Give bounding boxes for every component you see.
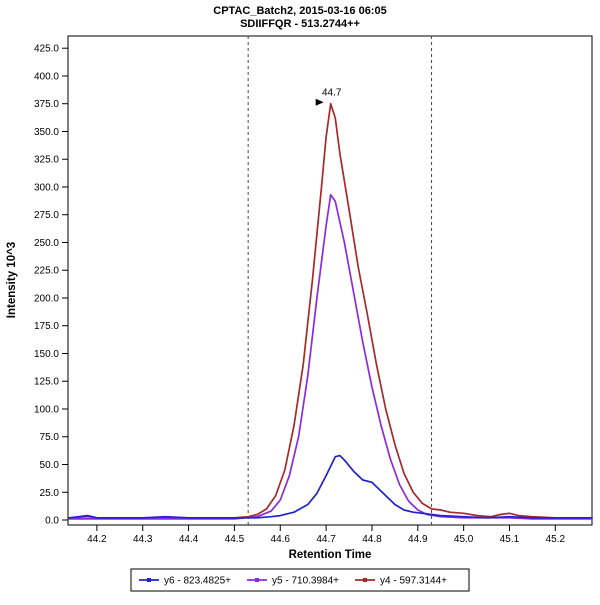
y-tick-label: 25.0 (40, 488, 60, 499)
x-tick-label: 44.7 (316, 534, 336, 545)
legend: y6 - 823.4825+ y5 - 710.3984+ y4 - 597.314… (130, 568, 470, 592)
x-axis-label: Retention Time (289, 549, 372, 561)
x-tick-label: 44.4 (179, 534, 199, 545)
legend-label: y4 - 597.3144+ (380, 576, 447, 587)
y-axis-label: Intensity 10^3 (6, 242, 18, 318)
x-tick-label: 44.3 (133, 534, 153, 545)
y-tick-label: 325.0 (34, 155, 59, 166)
legend-label: y5 - 710.3984+ (272, 576, 339, 587)
x-tick-label: 44.8 (362, 534, 382, 545)
y-tick-label: 350.0 (34, 127, 59, 138)
y-tick-label: 300.0 (34, 182, 59, 193)
y-tick-label: 275.0 (34, 210, 59, 221)
chart-title-line1: CPTAC_Batch2, 2015-03-16 06:05 (213, 5, 386, 17)
x-tick-label: 44.9 (408, 534, 428, 545)
x-tick-label: 45.2 (546, 534, 566, 545)
y-tick-label: 425.0 (34, 44, 59, 55)
x-tick-label: 44.5 (225, 534, 245, 545)
y-tick-label: 50.0 (40, 460, 60, 471)
legend-marker-icon (363, 578, 367, 582)
y-tick-label: 225.0 (34, 266, 59, 277)
x-tick-label: 45.0 (454, 534, 474, 545)
y-tick-label: 175.0 (34, 321, 59, 332)
y-tick-label: 375.0 (34, 99, 59, 110)
legend-label: y6 - 823.4825+ (164, 576, 231, 587)
trace-y6[interactable] (68, 454, 593, 519)
y-tick-label: 200.0 (34, 293, 59, 304)
y-tick-label: 0.0 (45, 516, 59, 527)
plot-area[interactable] (67, 35, 593, 526)
x-axis-ticks: 44.2 44.3 44.4 44.5 44.6 44.7 44.8 44.9 45.0 45.1… (87, 525, 565, 545)
chart-title-line2: SDIIFFQR - 513.2744++ (240, 18, 360, 30)
legend-marker-icon (147, 578, 151, 582)
x-tick-label: 44.2 (87, 534, 107, 545)
x-tick-label: 45.1 (500, 534, 520, 545)
peak-annotation-label: 44.7 (322, 88, 342, 99)
y-tick-label: 125.0 (34, 377, 59, 388)
y-tick-label: 400.0 (34, 71, 59, 82)
x-tick-label: 44.6 (271, 534, 291, 545)
legend-item: y5 - 710.3984+ (247, 576, 339, 587)
y-axis-ticks: 0.0 25.0 50.0 75.0 100.0 125.0 150.0 175.0 200.0… (34, 44, 68, 527)
y-tick-label: 75.0 (40, 432, 60, 443)
trace-y5[interactable] (68, 193, 593, 520)
peak-arrow-icon (315, 98, 324, 106)
legend-marker-icon (255, 578, 259, 582)
peak-annotation: 44.7 (315, 88, 342, 106)
y-tick-label: 150.0 (34, 349, 59, 360)
legend-item: y4 - 597.3144+ (355, 576, 447, 587)
chromatogram-traces (68, 102, 593, 520)
y-tick-label: 100.0 (34, 404, 59, 415)
legend-item: y6 - 823.4825+ (139, 576, 231, 587)
legend-box (130, 568, 470, 592)
y-tick-label: 250.0 (34, 238, 59, 249)
